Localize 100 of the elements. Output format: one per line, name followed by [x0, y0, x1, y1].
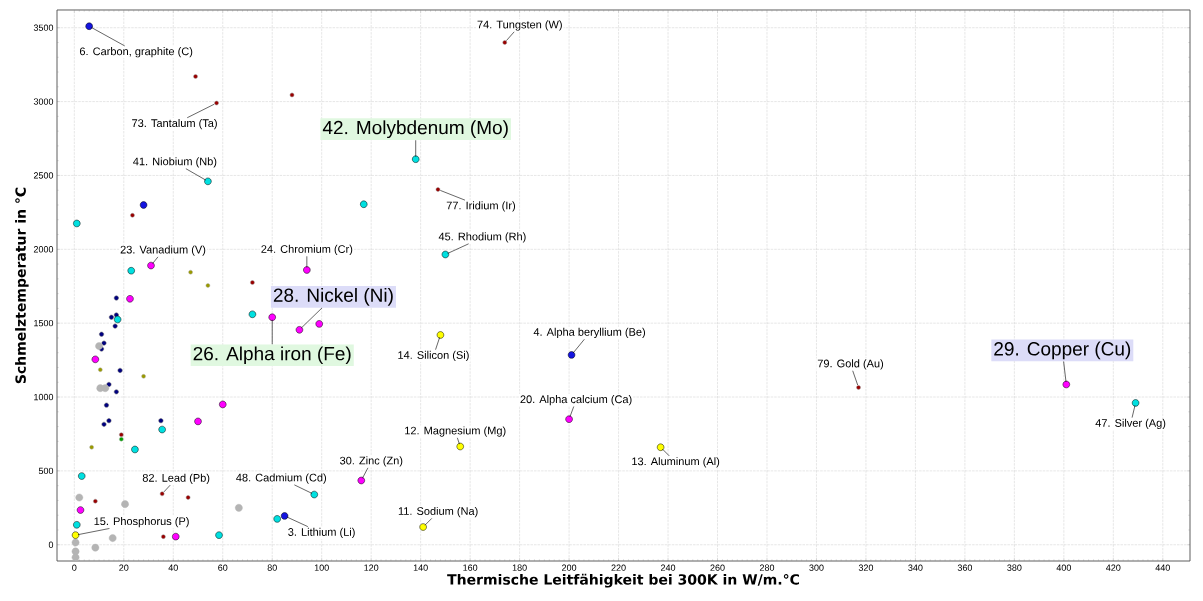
annotation: 74. Tungsten (W)	[477, 20, 562, 31]
x-axis-title: Thermische Leitfähigkeit bei 300K in W/m.°C	[447, 573, 800, 588]
y-tick-label: 1000	[34, 393, 54, 401]
annotation: 41. Niobium (Nb)	[133, 157, 217, 168]
point	[436, 331, 445, 339]
point	[126, 295, 134, 303]
x-tick-label: 440	[1155, 564, 1170, 571]
point	[101, 340, 107, 346]
x-tick-label: 220	[611, 564, 626, 571]
point	[205, 283, 211, 288]
annotation: 6. Carbon, graphite (C)	[79, 47, 193, 58]
annotation: 42. Molybdenum (Mo)	[322, 120, 508, 139]
annotation: 28. Nickel (Ni)	[273, 287, 393, 306]
annotation: 26. Alpha iron (Fe)	[193, 346, 351, 365]
annotation: 77. Iridium (Ir)	[446, 201, 516, 212]
y-tick-label: 2000	[33, 246, 54, 253]
point	[1062, 380, 1070, 389]
y-tick-label: 1500	[34, 319, 54, 327]
y-tick-label: 3500	[33, 24, 54, 31]
point	[158, 425, 166, 434]
point	[250, 280, 255, 285]
point	[73, 219, 81, 228]
x-tick-label: 140	[413, 564, 428, 571]
point	[656, 443, 665, 451]
point	[131, 445, 139, 454]
x-tick-label: 340	[908, 564, 923, 571]
annotation: 30. Zinc (Zn)	[340, 456, 403, 467]
annotation: 45. Rhodium (Rh)	[438, 232, 526, 243]
x-tick-label: 300	[809, 564, 824, 571]
point	[76, 506, 85, 514]
point	[280, 512, 289, 520]
point	[289, 92, 295, 98]
x-tick-label: 280	[759, 564, 775, 571]
annotation: 48. Cadmium (Cd)	[236, 473, 327, 484]
point	[130, 213, 135, 218]
point	[141, 374, 146, 379]
point	[502, 40, 508, 45]
x-tick-label: 160	[463, 564, 478, 571]
point	[99, 331, 104, 337]
point	[106, 418, 112, 424]
x-tick-label: 400	[1056, 564, 1071, 571]
x-tick-label: 60	[218, 564, 228, 571]
point	[215, 531, 223, 539]
annotation: 11. Sodium (Na)	[398, 506, 478, 518]
point	[106, 382, 112, 387]
y-tick-label: 3000	[33, 98, 54, 105]
point	[91, 355, 99, 364]
point	[85, 22, 93, 30]
point	[121, 500, 129, 508]
annotation: 73. Tantalum (Ta)	[132, 118, 217, 130]
point	[104, 402, 109, 408]
annotation: 14. Silicon (Si)	[398, 350, 469, 362]
x-tick-label: 40	[168, 564, 178, 571]
point	[139, 201, 148, 209]
point	[204, 177, 212, 185]
point	[98, 367, 103, 372]
point	[101, 421, 107, 427]
point	[268, 313, 276, 321]
point	[567, 351, 576, 359]
point	[113, 389, 119, 395]
point	[78, 472, 86, 480]
point	[310, 490, 318, 499]
x-tick-label: 260	[710, 564, 725, 571]
point	[295, 326, 304, 334]
x-tick-label: 0	[72, 564, 77, 571]
annotation: 79. Gold (Au)	[817, 359, 884, 370]
x-tick-label: 320	[858, 564, 874, 571]
point	[435, 187, 441, 192]
point	[73, 521, 81, 529]
x-tick-label: 180	[512, 564, 527, 571]
point	[147, 261, 155, 270]
y-tick-label: 500	[38, 467, 54, 475]
annotation: 29. Copper (Cu)	[994, 341, 1131, 360]
point	[158, 418, 164, 424]
point	[856, 385, 861, 390]
point	[75, 493, 84, 502]
x-tick-label: 20	[119, 564, 129, 571]
annotation: 23. Vanadium (V)	[120, 245, 206, 256]
point	[419, 523, 427, 531]
point	[273, 515, 281, 523]
point	[108, 314, 114, 320]
point	[119, 436, 124, 442]
point	[214, 100, 219, 106]
annotation: 24. Chromium (Cr)	[261, 244, 353, 256]
annotation: 20. Alpha calcium (Ca)	[520, 395, 632, 406]
y-axis-title: Schmelztemperatur in °C	[15, 187, 29, 384]
annotation: 13. Aluminum (Al)	[632, 457, 720, 468]
point	[91, 543, 100, 552]
x-tick-label: 80	[267, 564, 277, 571]
point	[219, 400, 227, 409]
annotation: 15. Phosphorus (P)	[94, 517, 189, 528]
annotation: 82. Lead (Pb)	[142, 473, 210, 484]
point	[441, 250, 450, 259]
annotation: 4. Alpha beryllium (Be)	[533, 327, 645, 339]
x-tick-label: 120	[364, 564, 379, 571]
point	[71, 553, 80, 562]
x-tick-label: 360	[957, 564, 973, 571]
y-tick-label: 2500	[33, 172, 54, 179]
point	[117, 367, 123, 373]
point	[360, 200, 368, 208]
